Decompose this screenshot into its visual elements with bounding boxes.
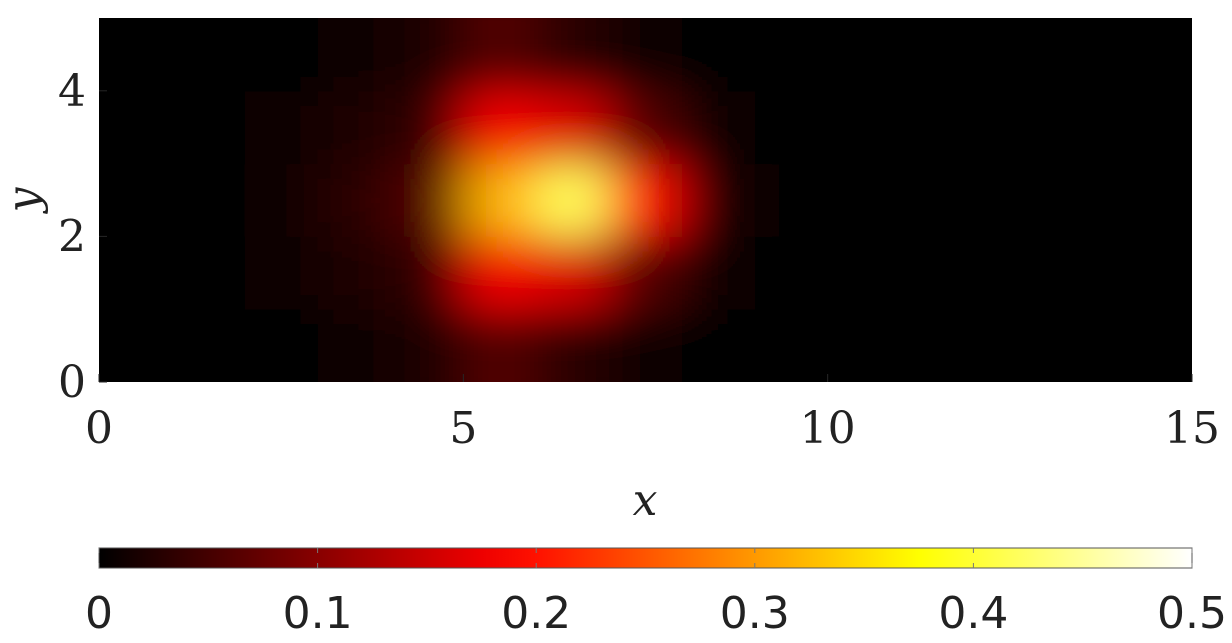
heatmap-cell xyxy=(609,236,683,310)
heatmap-cell xyxy=(900,90,974,165)
heatmap-cell xyxy=(317,18,391,92)
heatmap-cell xyxy=(171,18,246,92)
heatmap-cell xyxy=(1119,236,1192,310)
heatmap-cell xyxy=(99,18,173,92)
heatmap-cell xyxy=(681,163,756,237)
colorbar-tick-label: 0.1 xyxy=(283,588,353,639)
heatmap-cell xyxy=(900,163,974,237)
heatmap-cell xyxy=(536,90,610,165)
heatmap-cell xyxy=(609,18,683,92)
x-axis-label: x xyxy=(633,475,658,526)
heatmap-cell xyxy=(1119,18,1192,92)
heatmap-cell xyxy=(1119,90,1192,165)
heatmap-cell xyxy=(171,236,246,310)
heatmap-cell xyxy=(171,90,246,165)
heatmap-cell xyxy=(244,236,319,310)
heatmap-cell xyxy=(754,90,829,165)
heatmap-cell xyxy=(1119,163,1192,237)
heatmap-cell xyxy=(1046,18,1120,92)
heatmap-field xyxy=(99,18,1192,382)
heatmap-cell xyxy=(973,18,1047,92)
heatmap-cell xyxy=(973,236,1047,310)
heatmap-cell xyxy=(463,90,537,165)
heatmap-cell xyxy=(244,309,319,382)
heatmap-cell xyxy=(463,309,537,382)
heatmap-cell xyxy=(1046,90,1120,165)
heatmap-cell xyxy=(390,90,464,165)
heatmap-cell xyxy=(681,236,756,310)
heatmap-cell xyxy=(754,18,829,92)
heatmap-cell xyxy=(681,309,756,382)
heatmap-cell xyxy=(973,309,1047,382)
heatmap-cell xyxy=(244,163,319,237)
y-axis-label: y xyxy=(0,186,49,214)
heatmap-cell xyxy=(827,90,902,165)
heatmap-cell xyxy=(681,18,756,92)
heatmap-cell xyxy=(609,163,683,237)
heatmap-cell xyxy=(609,90,683,165)
heatmap-cell xyxy=(317,163,391,237)
heatmap-cell xyxy=(463,18,537,92)
heatmap-cell xyxy=(390,236,464,310)
colorbar-tick-label: 0.3 xyxy=(720,588,790,639)
heatmap-cell xyxy=(99,309,173,382)
heatmap-cell xyxy=(1046,236,1120,310)
heatmap-cell xyxy=(1046,309,1120,382)
heatmap-cell xyxy=(754,309,829,382)
heatmap-cell xyxy=(536,236,610,310)
heatmap-cell xyxy=(900,18,974,92)
x-tick-label: 10 xyxy=(800,403,856,454)
heatmap-cell xyxy=(900,309,974,382)
heatmap-cell xyxy=(681,90,756,165)
heatmap-cell xyxy=(900,236,974,310)
colorbar xyxy=(98,547,1193,569)
heatmap-cell xyxy=(536,18,610,92)
x-tick-label: 5 xyxy=(449,403,477,454)
colorbar-tick-label: 0.2 xyxy=(501,588,571,639)
heatmap-cell xyxy=(390,18,464,92)
heatmap-cell xyxy=(390,163,464,237)
y-tick-label: 2 xyxy=(58,211,86,262)
heatmap-cell xyxy=(1119,309,1192,382)
x-tick-label: 0 xyxy=(85,403,113,454)
heatmap-cell xyxy=(244,90,319,165)
heatmap-cell xyxy=(171,163,246,237)
heatmap-cell xyxy=(317,90,391,165)
heatmap-cell xyxy=(463,163,537,237)
heatmap-cell xyxy=(536,309,610,382)
heatmap-cell xyxy=(973,163,1047,237)
heatmap-cell xyxy=(99,236,173,310)
heatmap-cell xyxy=(99,163,173,237)
heatmap-cell xyxy=(827,309,902,382)
heatmap-cell xyxy=(827,18,902,92)
x-tick-label: 15 xyxy=(1164,403,1220,454)
heatmap-cell xyxy=(609,309,683,382)
colorbar-tick-label: 0 xyxy=(85,588,113,639)
heatmap-cell xyxy=(754,163,829,237)
heatmap-cell xyxy=(244,18,319,92)
colorbar-tick-label: 0.4 xyxy=(938,588,1008,639)
heatmap-cell xyxy=(827,163,902,237)
heatmap-cell xyxy=(99,90,173,165)
y-tick-label: 0 xyxy=(58,357,86,408)
heatmap-cell xyxy=(973,90,1047,165)
heatmap-cell xyxy=(390,309,464,382)
heatmap-cell xyxy=(463,236,537,310)
heatmap-cell xyxy=(1046,163,1120,237)
colorbar-tick-label: 0.5 xyxy=(1157,588,1227,639)
heatmap-cell xyxy=(317,236,391,310)
heatmap-cell xyxy=(171,309,246,382)
heatmap-cell xyxy=(536,163,610,237)
heatmap-cell xyxy=(317,309,391,382)
heatmap-cell xyxy=(754,236,829,310)
y-tick-label: 4 xyxy=(58,66,86,117)
heatmap-cell xyxy=(827,236,902,310)
